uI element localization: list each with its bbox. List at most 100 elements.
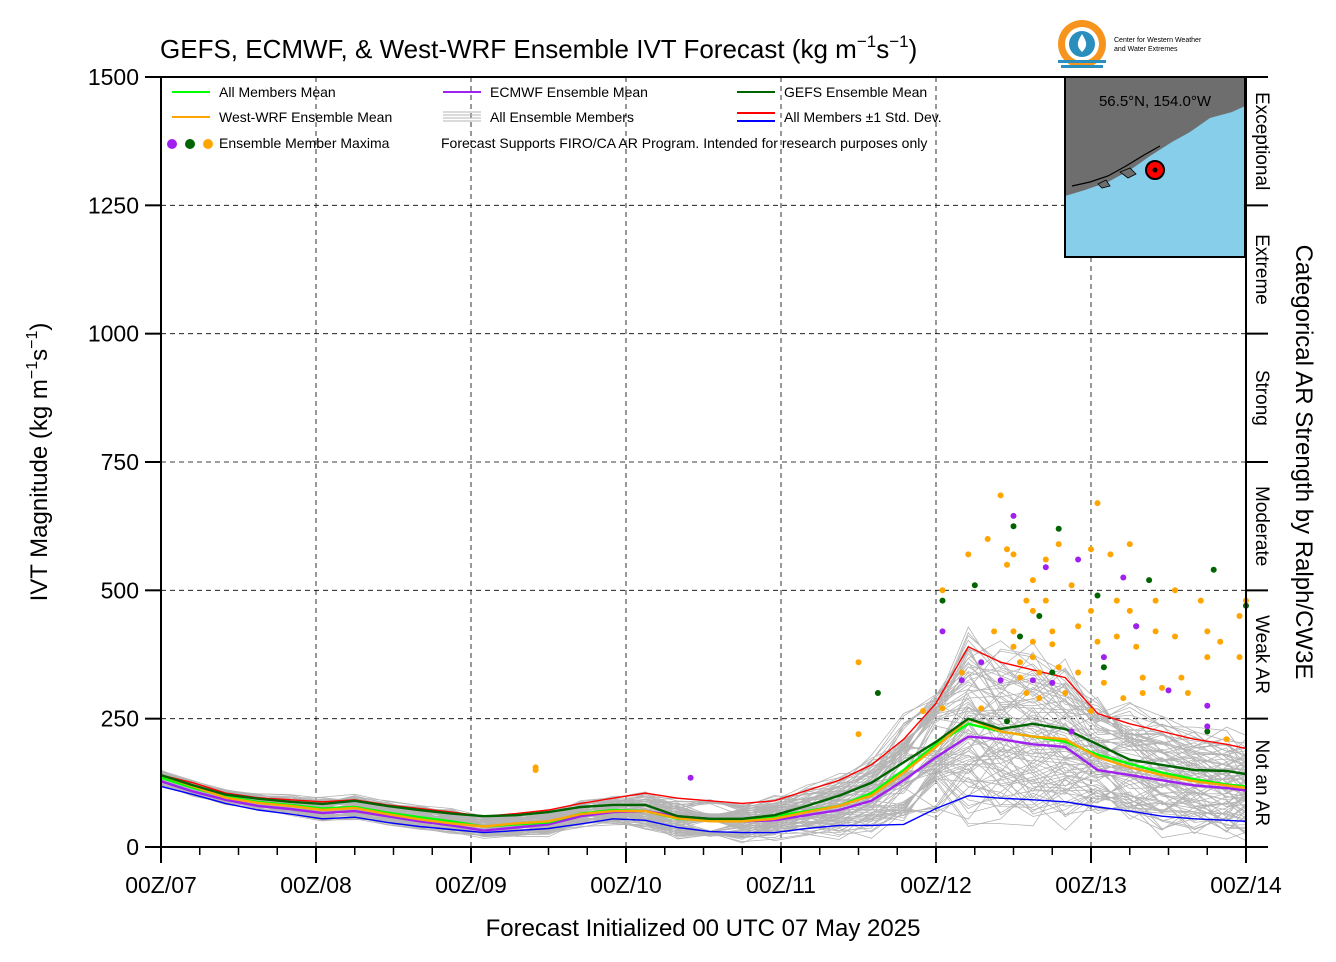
- axis-ticks: [145, 76, 1268, 863]
- maxima-dot-wwrf: [1236, 613, 1243, 619]
- map-location-label: 56.5°N, 154.0°W: [1099, 93, 1212, 110]
- cw3e-logo: Center for Western Weather and Water Ext…: [1058, 20, 1202, 68]
- maxima-dot-ecmwf: [939, 628, 946, 635]
- y-axis-label: IVT Magnitude (kg m−1s−1): [24, 323, 53, 602]
- maxima-dot-wwrf: [1217, 638, 1224, 645]
- maxima-dot-gefs: [1010, 523, 1017, 530]
- legend-dot-ecmwf: [167, 139, 177, 149]
- x-tick-label: 00Z/07: [125, 872, 197, 898]
- maxima-dot-wwrf: [1107, 551, 1114, 558]
- chart-title: GEFS, ECMWF, & West-WRF Ensemble IVT For…: [160, 32, 917, 64]
- maxima-dot-ecmwf: [1133, 623, 1140, 630]
- mean-lines: [160, 645, 1247, 834]
- y-tick-label: 250: [101, 706, 139, 732]
- maxima-dot-ecmwf: [997, 677, 1004, 684]
- maxima-dot-ecmwf: [958, 677, 965, 684]
- category-label: Exceptional: [1251, 92, 1272, 190]
- maxima-dot-wwrf: [1075, 669, 1082, 676]
- maxima-dot-wwrf: [1088, 546, 1094, 553]
- maxima-dot-wwrf: [1159, 684, 1165, 691]
- maxima-dot-wwrf: [978, 705, 985, 712]
- legend-label-wwrf: West-WRF Ensemble Mean: [219, 109, 392, 125]
- x-tick-label: 00Z/10: [590, 872, 662, 898]
- map-land: [1065, 77, 1245, 196]
- maxima-dot-wwrf: [855, 731, 862, 738]
- y-tick-label: 500: [101, 577, 139, 603]
- maxima-dot-wwrf: [1010, 551, 1017, 558]
- maxima-dot-wwrf: [1178, 674, 1185, 681]
- series-line-wwrf: [160, 717, 1247, 828]
- maxima-dot-wwrf: [1029, 654, 1036, 661]
- legend-label-std: All Members ±1 Std. Dev.: [784, 109, 942, 125]
- maxima-dot-gefs: [1094, 592, 1101, 599]
- legend-label-gefs: GEFS Ensemble Mean: [784, 84, 927, 100]
- legend-dot-wwrf: [203, 139, 213, 149]
- maxima-dot-wwrf: [1204, 654, 1211, 661]
- y-tick-label: 1500: [88, 64, 139, 90]
- maxima-dot-gefs: [1017, 633, 1023, 640]
- logo-text-1: Center for Western Weather: [1114, 37, 1202, 44]
- series-line-gefs: [160, 717, 1247, 820]
- maxima-dot-ecmwf: [1075, 556, 1082, 563]
- maxima-dot-wwrf: [1068, 582, 1075, 589]
- maxima-dot-wwrf: [1010, 643, 1017, 650]
- maxima-dot-gefs: [874, 690, 881, 696]
- maxima-dot-ecmwf: [978, 659, 985, 666]
- maxima-dot-wwrf: [1100, 679, 1107, 686]
- x-tick-label: 00Z/12: [900, 872, 972, 898]
- maxima-dot-wwrf: [1184, 690, 1191, 696]
- maxima-dot-wwrf: [1139, 674, 1146, 681]
- maxima-dot-wwrf: [1113, 597, 1120, 604]
- chart-title-close: ): [909, 34, 918, 64]
- maxima-dot-wwrf: [1172, 633, 1178, 640]
- maxima-dot-wwrf: [1062, 690, 1069, 696]
- maxima-dot-wwrf: [1004, 546, 1010, 553]
- maxima-dot-wwrf: [984, 536, 991, 542]
- maxima-dot-wwrf: [991, 628, 998, 635]
- maxima-dot-wwrf: [1055, 541, 1062, 548]
- maxima-dot-ecmwf: [1165, 687, 1172, 694]
- maxima-dot-wwrf: [1075, 623, 1082, 630]
- maxima-dot-ecmwf: [1029, 677, 1036, 684]
- maxima-dot-ecmwf: [1049, 679, 1056, 686]
- maxima-dot-ecmwf: [1204, 723, 1211, 730]
- maxima-dot-wwrf: [1049, 641, 1056, 648]
- maxima-dot-wwrf: [939, 705, 946, 712]
- maxima-dot-wwrf: [920, 708, 927, 714]
- maxima-dot-gefs: [1204, 728, 1211, 735]
- chart-title-exp2: −1: [889, 32, 908, 51]
- maxima-dot-wwrf: [1029, 607, 1036, 614]
- maxima-dot-wwrf: [1017, 674, 1023, 681]
- maxima-dot-gefs: [939, 597, 946, 604]
- x-axis-label: Forecast Initialized 00 UTC 07 May 2025: [486, 915, 921, 942]
- maxima-dot-wwrf: [532, 767, 539, 773]
- maxima-dot-ecmwf: [1120, 574, 1127, 581]
- maxima-dot-wwrf: [1204, 628, 1211, 635]
- series-line-std_upper: [160, 645, 1247, 817]
- maxima-dot-wwrf: [855, 659, 862, 666]
- maxima-dot-wwrf: [1029, 638, 1036, 645]
- maxima-dot-ecmwf: [1010, 512, 1017, 519]
- maxima-dot-wwrf: [1042, 556, 1049, 563]
- maxima-dot-wwrf: [1094, 638, 1101, 645]
- maxima-dot-wwrf: [1152, 628, 1159, 635]
- x-tick-label: 00Z/11: [746, 872, 816, 898]
- maxima-dot-wwrf: [1010, 628, 1017, 635]
- tick-labels: 0 250 500 750 1000 1250 1500 00Z/07 00Z/08 00Z/09…: [88, 64, 1282, 898]
- maxima-dot-gefs: [1210, 566, 1217, 573]
- chart-title-text: GEFS, ECMWF, & West-WRF Ensemble IVT For…: [160, 34, 857, 64]
- maxima-dot-wwrf: [1004, 561, 1010, 568]
- maxima-dot-wwrf: [1094, 500, 1101, 507]
- maxima-dot-wwrf: [1236, 654, 1243, 661]
- maxima-dot-gefs: [1100, 664, 1107, 671]
- y-tick-label: 1250: [88, 192, 139, 218]
- logo-text-2: and Water Extremes: [1114, 46, 1178, 53]
- maxima-dot-wwrf: [1126, 607, 1133, 614]
- maxima-dot-wwrf: [1172, 587, 1178, 594]
- maxima-dot-wwrf: [1017, 659, 1023, 666]
- legend-note: Forecast Supports FIRO/CA AR Program. In…: [441, 135, 927, 151]
- category-label: Not an AR: [1251, 740, 1272, 827]
- legend-label-ecmwf: ECMWF Ensemble Mean: [490, 84, 648, 100]
- maxima-dot-wwrf: [1055, 664, 1062, 671]
